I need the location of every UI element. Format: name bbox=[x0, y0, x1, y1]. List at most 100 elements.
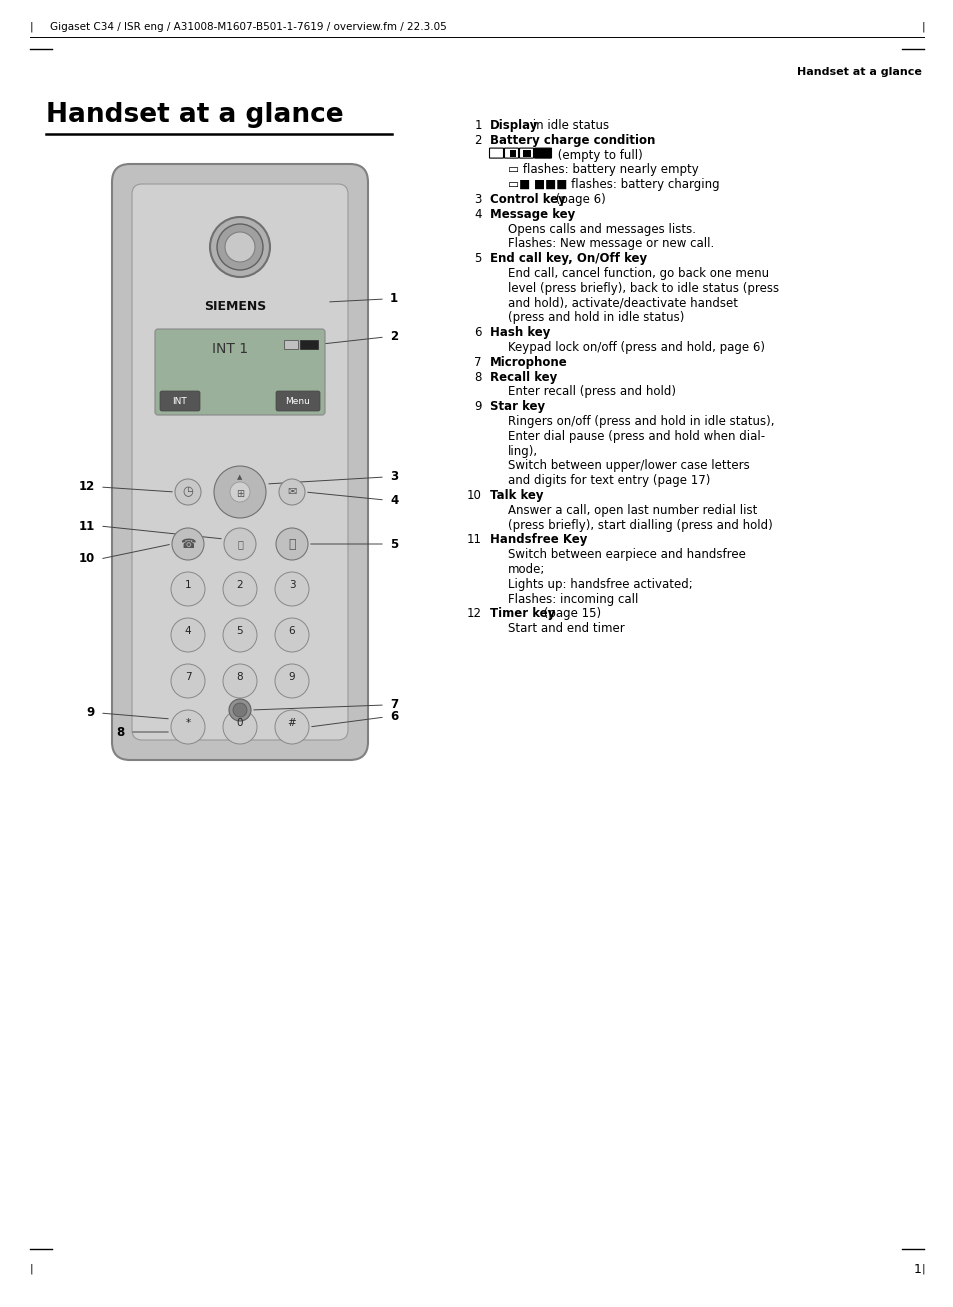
Text: 4: 4 bbox=[390, 494, 397, 507]
Text: 1: 1 bbox=[185, 580, 192, 589]
Text: *: * bbox=[185, 718, 191, 728]
Text: 5: 5 bbox=[475, 252, 481, 265]
Text: 9: 9 bbox=[87, 707, 95, 719]
Circle shape bbox=[229, 699, 251, 721]
Text: Start and end timer: Start and end timer bbox=[507, 622, 624, 635]
Text: Handset at a glance: Handset at a glance bbox=[797, 67, 921, 77]
Circle shape bbox=[223, 664, 256, 698]
Text: Ringers on/off (press and hold in idle status),: Ringers on/off (press and hold in idle s… bbox=[507, 416, 774, 427]
Bar bbox=[284, 340, 297, 349]
Text: |: | bbox=[921, 1263, 924, 1273]
Circle shape bbox=[274, 710, 309, 744]
Text: Lights up: handsfree activated;: Lights up: handsfree activated; bbox=[507, 578, 692, 591]
Text: ⊞: ⊞ bbox=[235, 489, 244, 499]
Text: Control key: Control key bbox=[490, 193, 565, 207]
Text: ▲: ▲ bbox=[237, 474, 242, 480]
FancyBboxPatch shape bbox=[160, 391, 200, 410]
Text: 1: 1 bbox=[913, 1263, 921, 1276]
Text: #: # bbox=[287, 718, 296, 728]
Text: 3: 3 bbox=[390, 471, 397, 484]
FancyBboxPatch shape bbox=[154, 329, 325, 416]
Circle shape bbox=[223, 618, 256, 652]
Text: Battery charge condition: Battery charge condition bbox=[490, 133, 655, 146]
Circle shape bbox=[274, 664, 309, 698]
Text: 2: 2 bbox=[474, 133, 481, 146]
Circle shape bbox=[171, 664, 205, 698]
FancyBboxPatch shape bbox=[275, 391, 319, 410]
Text: 7: 7 bbox=[390, 698, 397, 711]
FancyBboxPatch shape bbox=[534, 148, 551, 158]
Text: mode;: mode; bbox=[507, 563, 545, 576]
FancyBboxPatch shape bbox=[519, 148, 533, 158]
Text: and digits for text entry (page 17): and digits for text entry (page 17) bbox=[507, 474, 710, 488]
Text: (empty to full): (empty to full) bbox=[554, 149, 642, 162]
Text: Flashes: New message or new call.: Flashes: New message or new call. bbox=[507, 238, 714, 251]
Circle shape bbox=[223, 710, 256, 744]
Text: 7: 7 bbox=[474, 356, 481, 369]
Text: ✉: ✉ bbox=[287, 488, 296, 497]
Text: Gigaset C34 / ISR eng / A31008-M1607-B501-1-7619 / overview.fm / 22.3.05: Gigaset C34 / ISR eng / A31008-M1607-B50… bbox=[50, 22, 446, 31]
Text: and hold), activate/deactivate handset: and hold), activate/deactivate handset bbox=[507, 297, 738, 310]
Text: ▭ flashes: battery nearly empty: ▭ flashes: battery nearly empty bbox=[507, 163, 698, 176]
Text: INT: INT bbox=[172, 396, 187, 405]
Circle shape bbox=[171, 710, 205, 744]
Text: 12: 12 bbox=[79, 481, 95, 494]
Text: level (press briefly), back to idle status (press: level (press briefly), back to idle stat… bbox=[507, 282, 779, 295]
Text: Answer a call, open last number redial list: Answer a call, open last number redial l… bbox=[507, 503, 757, 516]
Text: 1: 1 bbox=[390, 293, 397, 306]
Text: 4: 4 bbox=[474, 208, 481, 221]
Text: Enter dial pause (press and hold when dial-: Enter dial pause (press and hold when di… bbox=[507, 430, 764, 443]
Text: 0: 0 bbox=[236, 718, 243, 728]
Text: 10: 10 bbox=[467, 489, 481, 502]
Text: 7: 7 bbox=[185, 672, 192, 682]
Text: in idle status: in idle status bbox=[529, 119, 609, 132]
Text: Message key: Message key bbox=[490, 208, 575, 221]
Circle shape bbox=[223, 572, 256, 606]
Text: Recall key: Recall key bbox=[490, 371, 557, 383]
Text: 6: 6 bbox=[390, 711, 397, 724]
Text: Hash key: Hash key bbox=[490, 327, 550, 340]
Text: 9: 9 bbox=[474, 400, 481, 413]
Text: 11: 11 bbox=[467, 533, 481, 546]
Text: (page 15): (page 15) bbox=[539, 608, 601, 621]
Text: Switch between upper/lower case letters: Switch between upper/lower case letters bbox=[507, 459, 749, 472]
Bar bbox=[510, 149, 516, 157]
Text: (page 6): (page 6) bbox=[551, 193, 605, 207]
Text: ling),: ling), bbox=[507, 444, 537, 457]
Circle shape bbox=[278, 478, 305, 505]
Text: 3: 3 bbox=[289, 580, 295, 589]
Circle shape bbox=[171, 618, 205, 652]
Text: Handset at a glance: Handset at a glance bbox=[46, 102, 343, 128]
Text: 8: 8 bbox=[236, 672, 243, 682]
Text: |: | bbox=[921, 22, 924, 33]
Text: 9: 9 bbox=[289, 672, 295, 682]
Text: 6: 6 bbox=[474, 327, 481, 340]
Text: Talk key: Talk key bbox=[490, 489, 543, 502]
Circle shape bbox=[275, 528, 308, 559]
Circle shape bbox=[224, 528, 255, 559]
Text: 4: 4 bbox=[185, 626, 192, 637]
Text: Star key: Star key bbox=[490, 400, 544, 413]
Circle shape bbox=[216, 223, 263, 271]
Text: |: | bbox=[30, 1263, 33, 1273]
Circle shape bbox=[274, 572, 309, 606]
FancyBboxPatch shape bbox=[132, 184, 348, 740]
Text: 3: 3 bbox=[475, 193, 481, 207]
Text: ⏻: ⏻ bbox=[288, 537, 295, 550]
Circle shape bbox=[210, 217, 270, 277]
Text: Menu: Menu bbox=[285, 396, 310, 405]
Text: Display: Display bbox=[490, 119, 537, 132]
Text: 5: 5 bbox=[390, 537, 397, 550]
Circle shape bbox=[213, 467, 266, 518]
Circle shape bbox=[233, 703, 247, 718]
Text: End call, cancel function, go back one menu: End call, cancel function, go back one m… bbox=[507, 267, 768, 280]
Circle shape bbox=[174, 478, 201, 505]
Text: Microphone: Microphone bbox=[490, 356, 567, 369]
FancyBboxPatch shape bbox=[489, 148, 503, 158]
Text: INT 1: INT 1 bbox=[212, 342, 248, 356]
FancyBboxPatch shape bbox=[112, 163, 368, 759]
Text: End call key, On/Off key: End call key, On/Off key bbox=[490, 252, 646, 265]
Text: 6: 6 bbox=[289, 626, 295, 637]
Text: Handsfree Key: Handsfree Key bbox=[490, 533, 587, 546]
Circle shape bbox=[274, 618, 309, 652]
